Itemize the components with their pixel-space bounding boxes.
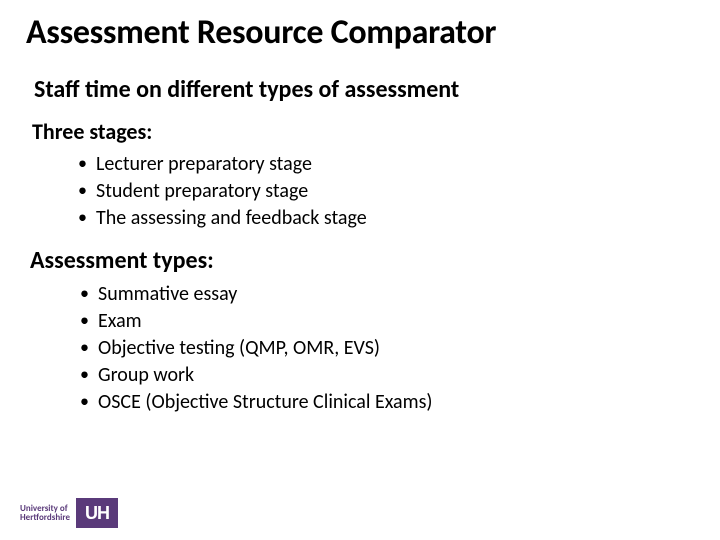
stages-list: Lecturer preparatory stage Student prepa…	[78, 151, 690, 232]
list-item: Summative essay	[80, 281, 690, 308]
list-item: Lecturer preparatory stage	[78, 151, 690, 178]
list-item: Group work	[80, 362, 690, 389]
university-logo: University of Hertfordshire UH	[20, 498, 118, 528]
list-item: OSCE (Objective Structure Clinical Exams…	[80, 389, 690, 416]
slide-title: Assessment Resource Comparator	[26, 12, 690, 53]
slide: Assessment Resource Comparator Staff tim…	[0, 0, 720, 540]
stages-heading: Three stages:	[32, 118, 690, 145]
types-list: Summative essay Exam Objective testing (…	[80, 281, 690, 416]
types-heading: Assessment types:	[30, 246, 690, 275]
list-item: The assessing and feedback stage	[78, 205, 690, 232]
slide-subtitle: Staff time on different types of assessm…	[34, 75, 690, 104]
list-item: Objective testing (QMP, OMR, EVS)	[80, 335, 690, 362]
logo-line2: Hertfordshire	[20, 513, 70, 522]
list-item: Student preparatory stage	[78, 178, 690, 205]
list-item: Exam	[80, 308, 690, 335]
logo-mark-icon: UH	[76, 498, 118, 528]
logo-text: University of Hertfordshire	[20, 504, 70, 523]
logo-mark-text: UH	[85, 503, 109, 524]
